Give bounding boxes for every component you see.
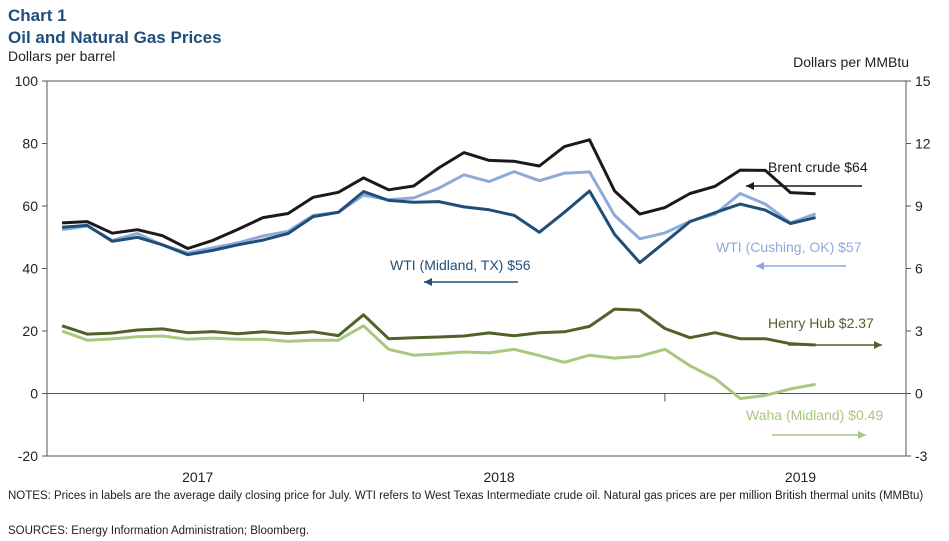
series-line bbox=[61, 324, 816, 400]
series-label: WTI (Cushing, OK) $57 bbox=[716, 239, 862, 255]
right-tick-label: 9 bbox=[915, 198, 923, 214]
chart-sources: SOURCES: Energy Information Administrati… bbox=[8, 525, 310, 537]
x-tick-label: 2017 bbox=[182, 469, 213, 485]
series-label: WTI (Midland, TX) $56 bbox=[390, 257, 531, 273]
label-arrow-head bbox=[424, 278, 432, 286]
series-line bbox=[61, 189, 816, 265]
left-tick-label: -20 bbox=[18, 448, 38, 464]
left-tick-label: 80 bbox=[22, 136, 38, 152]
left-tick-label: 100 bbox=[15, 73, 39, 89]
chart-number: Chart 1 bbox=[8, 6, 67, 25]
x-tick-label: 2018 bbox=[484, 469, 515, 485]
chart-notes: NOTES: Prices in labels are the average … bbox=[8, 490, 924, 502]
right-tick-label: -3 bbox=[915, 448, 928, 464]
label-arrow-head bbox=[874, 341, 882, 349]
series-label: Brent crude $64 bbox=[768, 159, 868, 175]
left-tick-label: 40 bbox=[22, 261, 38, 277]
chart-title: Oil and Natural Gas Prices bbox=[8, 28, 222, 47]
series-line bbox=[61, 307, 816, 347]
series-line bbox=[62, 138, 816, 250]
right-tick-label: 3 bbox=[915, 323, 923, 339]
right-axis-label: Dollars per MMBtu bbox=[793, 54, 909, 70]
right-tick-label: 0 bbox=[915, 386, 923, 402]
label-arrow-head bbox=[858, 431, 866, 439]
left-tick-label: 0 bbox=[30, 386, 38, 402]
series-label: Waha (Midland) $0.49 bbox=[746, 407, 883, 423]
left-axis-label: Dollars per barrel bbox=[8, 48, 116, 64]
right-tick-label: 15 bbox=[915, 73, 931, 89]
x-tick-label: 2019 bbox=[785, 469, 816, 485]
left-tick-label: 60 bbox=[22, 198, 38, 214]
series-label: Henry Hub $2.37 bbox=[768, 315, 874, 331]
label-arrow-head bbox=[746, 182, 754, 190]
left-tick-label: 20 bbox=[22, 323, 38, 339]
right-tick-label: 12 bbox=[915, 136, 931, 152]
label-arrow-head bbox=[756, 262, 764, 270]
right-tick-label: 6 bbox=[915, 261, 923, 277]
